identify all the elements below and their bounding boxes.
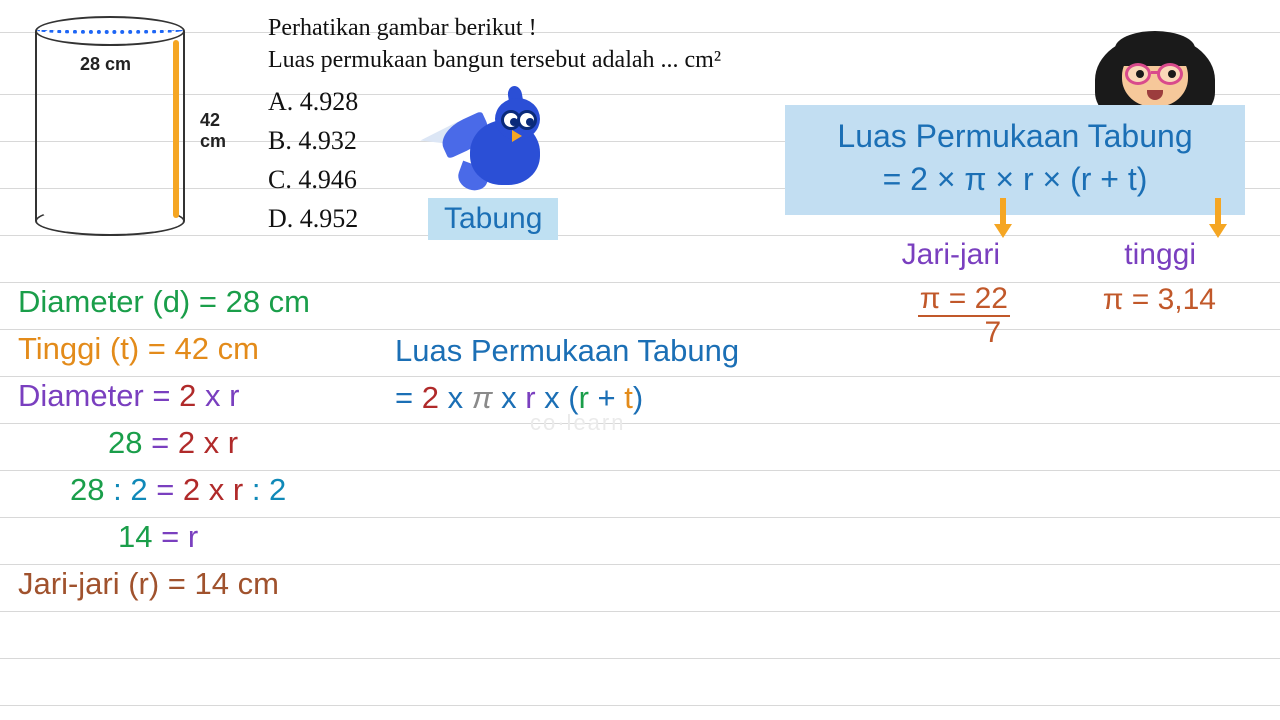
option-b: B. 4.932 — [268, 121, 358, 160]
tabung-label: Tabung — [428, 198, 558, 240]
question-text: Perhatikan gambar berikut ! Luas permuka… — [268, 12, 721, 77]
diameter-label: 28 cm — [80, 54, 131, 75]
jari-jari-label: Jari-jari — [902, 238, 1000, 272]
center-formula-title: Luas Permukaan Tabung — [395, 333, 739, 369]
arrow-down-icon — [1211, 198, 1225, 238]
answer-options: A. 4.928 B. 4.932 C. 4.946 D. 4.952 — [268, 82, 358, 238]
work-diameter: Diameter (d) = 28 cm — [18, 286, 310, 317]
tinggi-label: tinggi — [1124, 238, 1196, 272]
cylinder-bottom — [35, 206, 185, 236]
formula-box: Luas Permukaan Tabung = 2 × π × r × (r +… — [785, 105, 1245, 215]
bird-mascot-icon — [430, 80, 570, 200]
cylinder-side — [35, 31, 37, 221]
option-d: D. 4.952 — [268, 199, 358, 238]
work-diameter-formula: Diameter = 2 x r — [18, 380, 239, 411]
pi-decimal: π = 3,14 — [1103, 283, 1216, 317]
cylinder-side — [183, 31, 185, 221]
cylinder-height-line — [173, 40, 179, 218]
arrow-down-icon — [996, 198, 1010, 238]
work-step-1: 28 = 2 x r — [108, 427, 238, 458]
watermark: co·learn — [530, 410, 625, 436]
option-c: C. 4.946 — [268, 160, 358, 199]
work-tinggi: Tinggi (t) = 42 cm — [18, 333, 259, 364]
pi-fraction: π = 22 7 — [918, 283, 1010, 348]
cylinder-diameter-line — [37, 27, 183, 34]
formula-expr: = 2 × π × r × (r + t) — [801, 158, 1229, 201]
formula-title: Luas Permukaan Tabung — [801, 115, 1229, 158]
height-label: 42 cm — [200, 110, 226, 152]
work-step-2: 28 : 2 = 2 x r : 2 — [70, 474, 286, 505]
work-jari-result: Jari-jari (r) = 14 cm — [18, 568, 279, 599]
question-line2: Luas permukaan bangun tersebut adalah ..… — [268, 44, 721, 76]
cylinder-figure: 28 cm 42 cm — [30, 10, 200, 240]
work-step-3: 14 = r — [118, 521, 198, 552]
option-a: A. 4.928 — [268, 82, 358, 121]
question-line1: Perhatikan gambar berikut ! — [268, 12, 721, 44]
